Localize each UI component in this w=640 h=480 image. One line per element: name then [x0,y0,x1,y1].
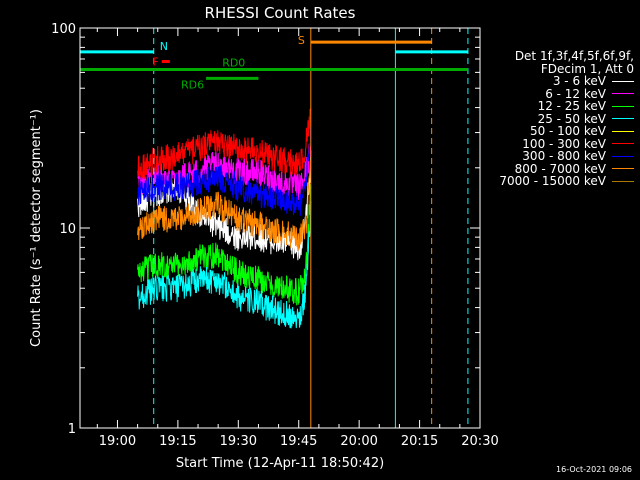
legend-label: 3 - 6 keV [552,74,606,88]
legend-label: 800 - 7000 keV [514,161,606,176]
legend-swatch [612,80,634,82]
axis-layer: 19:00 19:15 19:30 19:45 20:00 20:15 20:30 1 10 10… [51,22,499,449]
legend-label: 25 - 50 keV [537,111,606,126]
series-line-100-300-kev [137,108,312,180]
legend-item: 7000 - 15000 keV [482,175,634,188]
state-label-rd6: RD6 [181,78,204,91]
legend-detectors: Det 1f,3f,4f,5f,6f,9f, [514,49,634,63]
legend-decim: FDecim 1, Att 0 [540,61,634,76]
legend-swatch [612,143,634,145]
legend-rows: 3 - 6 keV 6 - 12 keV 12 - 25 keV 25 - 50 ke… [482,75,634,188]
series-layer [137,108,312,329]
legend-swatch [612,118,634,120]
legend-swatch [612,155,634,157]
legend-label: 50 - 100 keV [529,124,606,138]
legend-item: 300 - 800 keV [482,150,634,163]
legend-swatch [612,130,634,132]
y-tick-label-100: 100 [51,22,76,37]
x-tick-label-19:00: 19:00 [99,434,136,449]
x-tick-label-20:00: 20:00 [340,434,377,449]
x-tick-label-19:15: 19:15 [159,434,196,449]
legend-label: 300 - 800 keV [522,149,606,163]
legend: Det 1f,3f,4f,5f,6f,9f, FDecim 1, Att 0 3… [482,50,634,188]
series-line-800-7000-kev [137,159,312,251]
legend-item: 12 - 25 keV [482,100,634,113]
series-line-12-25-kev [137,184,312,306]
legend-swatch [612,93,634,95]
legend-item: 25 - 50 keV [482,111,634,126]
legend-swatch [612,180,634,182]
series-line-300-800-kev [137,127,312,216]
legend-swatch [612,168,634,170]
y-tick-label-1: 1 [68,422,76,437]
y-tick-label-10: 10 [59,222,76,237]
state-label-f: F [152,55,158,68]
x-tick-label-19:45: 19:45 [280,434,317,449]
footer-timestamp: 16-Oct-2021 09:06 [556,465,632,474]
x-axis-label: Start Time (12-Apr-11 18:50:42) [176,456,384,471]
x-tick-label-20:15: 20:15 [401,434,438,449]
series-line-25-50-kev [137,200,312,329]
x-tick-label-19:30: 19:30 [220,434,257,449]
legend-item: 800 - 7000 keV [482,161,634,176]
chart-title: RHESSI Count Rates [205,4,356,22]
legend-label: 12 - 25 keV [537,99,606,113]
legend-item: 6 - 12 keV [482,86,634,101]
legend-item: 50 - 100 keV [482,125,634,138]
legend-label: 7000 - 15000 keV [499,174,606,188]
y-axis-label: Count Rate (s⁻¹ detector segment⁻¹) [29,109,44,347]
legend-label: 6 - 12 keV [545,86,606,101]
state-label-n: N [160,40,168,53]
legend-swatch [612,105,634,107]
state-label-s: S [298,34,305,47]
overlay-layer: NF RD0 RD6 S [79,28,469,428]
legend-item: 3 - 6 keV [482,75,634,88]
legend-label: 100 - 300 keV [522,136,606,151]
legend-item: 100 - 300 keV [482,136,634,151]
state-label-rd0: RD0 [222,57,245,70]
x-tick-label-20:30: 20:30 [461,434,498,449]
